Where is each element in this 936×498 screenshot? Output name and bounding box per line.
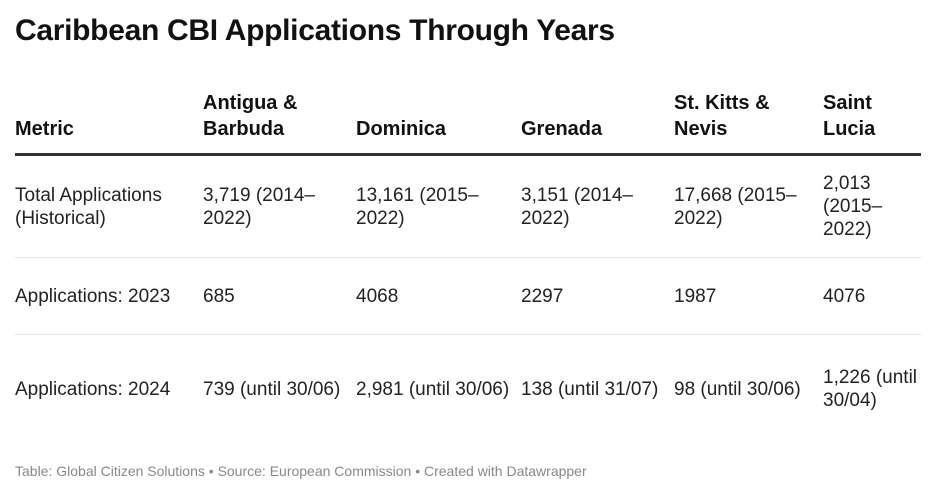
table-cell: 2,981 (until 30/06)	[356, 378, 510, 400]
table-cell: 739 (until 30/06)	[203, 378, 341, 400]
table-row: Total Applications (Historical) 3,719 (2…	[15, 156, 921, 258]
table-cell: 138 (until 31/07)	[521, 378, 659, 400]
chart-title: Caribbean CBI Applications Through Years	[15, 14, 615, 47]
header-saint-lucia[interactable]: Saint Lucia	[823, 92, 876, 140]
table-cell: 2,013 (2015–2022)	[823, 173, 883, 240]
row-label: Applications: 2023	[15, 285, 171, 307]
header-grenada[interactable]: Grenada	[521, 118, 603, 140]
table-cell: 98 (until 30/06)	[674, 378, 801, 400]
table-cell: 3,719 (2014–2022)	[203, 184, 315, 229]
table-cell: 17,668 (2015–2022)	[674, 184, 797, 229]
table-cell: 2297	[521, 285, 564, 307]
header-antigua-barbuda[interactable]: Antigua & Barbuda	[203, 92, 298, 140]
header-metric[interactable]: Metric	[15, 118, 74, 140]
table-cell: 4068	[356, 285, 399, 307]
table-row: Applications: 2024 739 (until 30/06) 2,9…	[15, 335, 921, 443]
table-row: Applications: 2023 685 4068 2297 1987 40…	[15, 258, 921, 335]
table-header-row: Metric Antigua & Barbuda Dominica Grenad…	[15, 90, 921, 156]
table-cell: 1,226 (until 30/04)	[823, 367, 918, 411]
table-cell: 3,151 (2014–2022)	[521, 184, 633, 229]
row-label: Applications: 2024	[15, 378, 171, 400]
header-dominica[interactable]: Dominica	[356, 118, 447, 140]
table-cell: 4076	[823, 285, 866, 307]
source-footer: Table: Global Citizen Solutions • Source…	[15, 463, 587, 479]
table-cell: 1987	[674, 285, 717, 307]
data-table: Metric Antigua & Barbuda Dominica Grenad…	[15, 90, 921, 443]
header-st-kitts-nevis[interactable]: St. Kitts & Nevis	[674, 92, 770, 140]
table-cell: 685	[203, 285, 235, 307]
table-cell: 13,161 (2015–2022)	[356, 184, 479, 229]
row-label: Total Applications (Historical)	[15, 184, 162, 229]
